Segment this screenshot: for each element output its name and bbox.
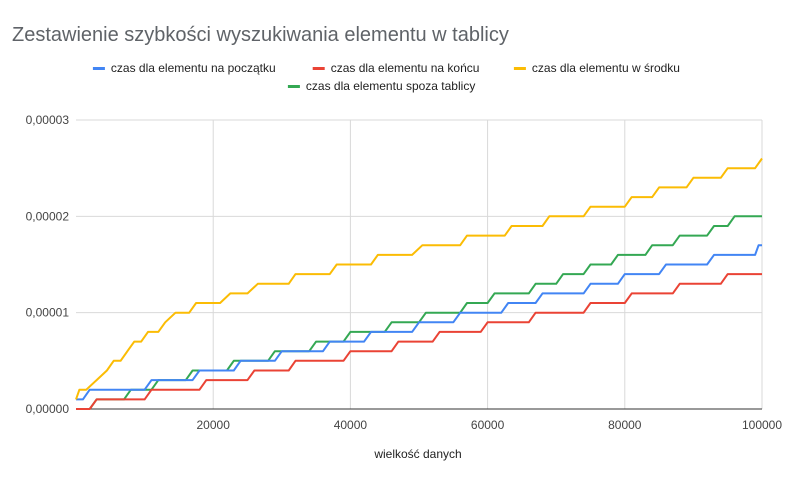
legend-item[interactable]: czas dla elementu spoza tablicy [287,79,475,93]
legend-item[interactable]: czas dla elementu na końcu [312,61,480,75]
axes: 0,00000 0,00001 0,00002 0,00003 20000 40000 60… [26,113,783,432]
gridlines [76,119,763,409]
legend: czas dla elementu na początku czas dla el… [92,61,680,93]
legend-swatch [312,67,325,70]
legend-label: czas dla elementu w środku [532,61,680,75]
x-tick-label: 60000 [471,418,505,432]
series-line-2 [76,273,762,410]
x-axis-title: wielkość danych [373,447,461,461]
x-tick-label: 20000 [197,418,231,432]
legend-item[interactable]: czas dla elementu na początku [92,61,276,75]
y-tick-label: 0,00003 [26,113,70,127]
series-lines [75,157,763,410]
legend-label: czas dla elementu na końcu [331,61,480,75]
legend-swatch [513,67,526,70]
y-tick-label: 0,00001 [26,306,70,320]
legend-label: czas dla elementu na początku [111,61,276,75]
legend-swatch [287,85,300,88]
legend-swatch [92,67,105,70]
chart-title: Zestawienie szybkości wyszukiwania eleme… [12,24,509,46]
legend-item[interactable]: czas dla elementu w środku [513,61,680,75]
legend-label: czas dla elementu spoza tablicy [306,79,475,93]
x-tick-label: 40000 [334,418,368,432]
x-tick-label: 80000 [608,418,642,432]
series-line-1 [76,244,762,401]
series-line-3 [75,157,763,400]
y-tick-label: 0,00002 [26,209,70,223]
x-tick-label: 100000 [742,418,782,432]
y-tick-label: 0,00000 [26,402,70,416]
